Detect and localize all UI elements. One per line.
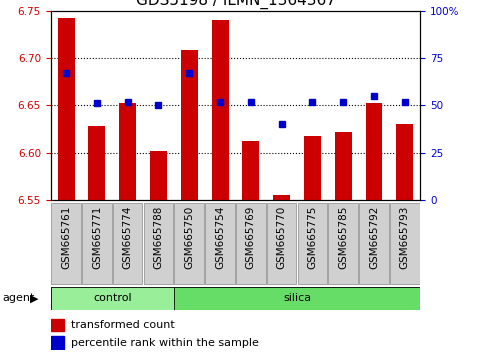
Text: GSM665774: GSM665774 <box>123 206 133 269</box>
FancyBboxPatch shape <box>328 202 358 284</box>
FancyBboxPatch shape <box>390 202 420 284</box>
FancyBboxPatch shape <box>51 202 81 284</box>
Bar <box>273 195 290 200</box>
FancyBboxPatch shape <box>298 202 327 284</box>
Text: GSM665771: GSM665771 <box>92 206 102 269</box>
Bar <box>366 103 383 200</box>
Text: GSM665775: GSM665775 <box>308 206 317 269</box>
Bar <box>212 20 228 200</box>
Text: GSM665761: GSM665761 <box>61 206 71 269</box>
Text: ▶: ▶ <box>30 293 39 303</box>
FancyBboxPatch shape <box>113 202 142 284</box>
Text: percentile rank within the sample: percentile rank within the sample <box>71 338 259 348</box>
Bar <box>242 141 259 200</box>
FancyBboxPatch shape <box>267 202 297 284</box>
Text: GSM665750: GSM665750 <box>185 206 194 269</box>
Text: GSM665793: GSM665793 <box>400 206 410 269</box>
Text: GSM665769: GSM665769 <box>246 206 256 269</box>
Bar <box>88 126 105 200</box>
Bar <box>51 287 174 310</box>
FancyBboxPatch shape <box>82 202 112 284</box>
Bar <box>119 103 136 200</box>
Text: control: control <box>93 293 131 303</box>
Bar <box>51 319 64 331</box>
Bar <box>57 18 74 200</box>
Bar <box>181 50 198 200</box>
Text: GSM665788: GSM665788 <box>154 206 163 269</box>
Text: agent: agent <box>2 293 35 303</box>
Bar <box>304 136 321 200</box>
Text: GSM665770: GSM665770 <box>277 206 286 269</box>
Bar <box>150 151 167 200</box>
FancyBboxPatch shape <box>359 202 389 284</box>
Title: GDS5198 / ILMN_1364367: GDS5198 / ILMN_1364367 <box>136 0 335 9</box>
Text: silica: silica <box>283 293 311 303</box>
FancyBboxPatch shape <box>144 202 173 284</box>
FancyBboxPatch shape <box>205 202 235 284</box>
FancyBboxPatch shape <box>174 202 204 284</box>
Bar <box>51 336 64 349</box>
Text: GSM665792: GSM665792 <box>369 206 379 269</box>
Text: GSM665785: GSM665785 <box>338 206 348 269</box>
Text: transformed count: transformed count <box>71 320 175 330</box>
Bar <box>397 124 413 200</box>
FancyBboxPatch shape <box>236 202 266 284</box>
Bar <box>174 287 420 310</box>
Bar <box>335 132 352 200</box>
Text: GSM665754: GSM665754 <box>215 206 225 269</box>
